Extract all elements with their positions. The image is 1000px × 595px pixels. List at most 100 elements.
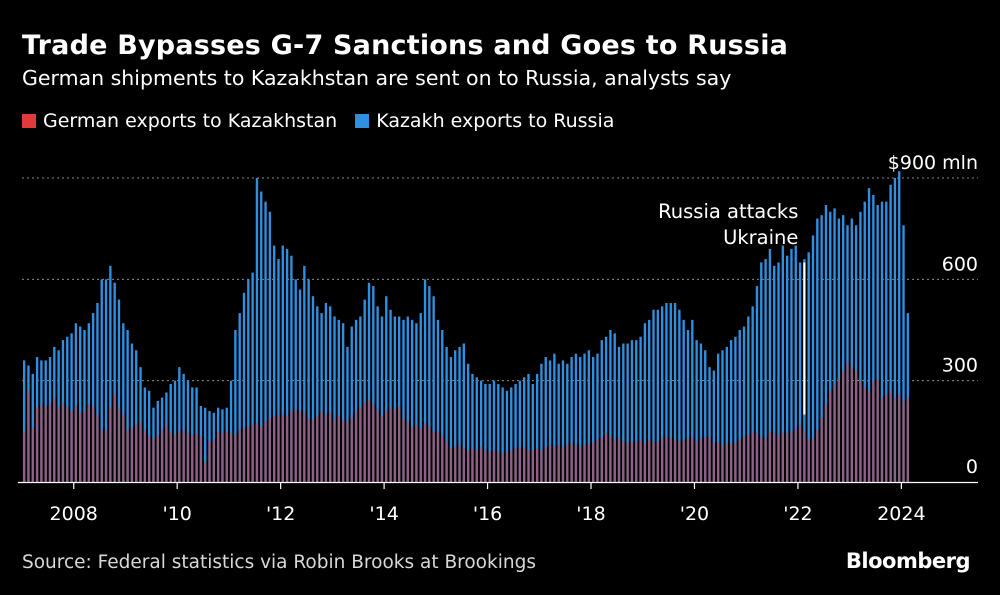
bar-kazakh xyxy=(255,178,259,482)
y-tick-label: $900 mln xyxy=(888,152,978,174)
bar-german xyxy=(846,362,849,482)
bar-kazakh xyxy=(423,279,427,482)
x-tick-label: '18 xyxy=(576,503,605,525)
bar-kazakh xyxy=(130,343,134,482)
bar-kazakh xyxy=(742,326,746,482)
bar-german xyxy=(87,404,90,482)
bar-german xyxy=(708,436,711,482)
bar-german xyxy=(247,426,250,482)
bar-german xyxy=(579,446,582,482)
bar-german xyxy=(458,444,461,482)
bar-german xyxy=(781,431,785,482)
bar-kazakh xyxy=(471,373,474,482)
bar-german xyxy=(100,429,103,482)
bar-kazakh xyxy=(527,373,530,482)
bar-kazakh xyxy=(842,215,845,482)
bar-german xyxy=(441,434,444,482)
bar-kazakh xyxy=(902,225,905,483)
bar-kazakh xyxy=(324,302,328,482)
bar-german xyxy=(566,444,569,482)
bar-german xyxy=(303,412,306,482)
bar-german xyxy=(367,399,371,482)
bar-german xyxy=(393,409,397,482)
bar-german xyxy=(290,411,293,482)
bar-german xyxy=(229,433,233,482)
y-tick-label: 600 xyxy=(942,253,978,275)
bar-german xyxy=(221,433,224,482)
bar-german xyxy=(716,441,720,482)
bar-german xyxy=(104,429,108,482)
bar-kazakh xyxy=(609,330,612,482)
bar-german xyxy=(35,407,39,482)
bar-kazakh xyxy=(510,387,513,482)
bar-kazakh xyxy=(729,340,733,482)
bar-german xyxy=(777,434,780,482)
bar-kazakh xyxy=(535,373,539,482)
bar-german xyxy=(906,397,910,482)
bar-german xyxy=(147,436,151,482)
bar-german xyxy=(225,431,228,482)
bar-kazakh xyxy=(837,218,841,482)
bar-german xyxy=(479,446,483,482)
bar-german xyxy=(583,444,586,482)
bar-german xyxy=(669,438,672,482)
bar-german xyxy=(251,424,254,482)
bar-german xyxy=(773,433,776,482)
bar-kazakh xyxy=(673,302,677,482)
bar-german xyxy=(83,411,86,482)
bar-kazakh xyxy=(807,252,810,482)
bar-kazakh xyxy=(479,380,483,482)
bar-german xyxy=(609,434,612,482)
bar-german xyxy=(372,404,375,482)
bar-kazakh xyxy=(475,377,478,482)
bar-german xyxy=(471,448,474,482)
bar-kazakh xyxy=(402,319,405,482)
bar-kazakh xyxy=(691,319,694,482)
bar-kazakh xyxy=(738,330,741,482)
bar-german xyxy=(712,443,716,482)
bar-german xyxy=(307,417,310,482)
bar-german xyxy=(505,451,509,482)
bar-german xyxy=(587,443,591,482)
bar-kazakh xyxy=(83,330,86,482)
bar-german xyxy=(316,416,319,482)
legend-item-german: German exports to Kazakhstan xyxy=(22,110,337,132)
bar-german xyxy=(889,390,892,482)
bar-kazakh xyxy=(186,380,190,482)
bar-kazakh xyxy=(699,343,703,482)
bar-kazakh xyxy=(303,265,306,482)
bar-kazakh xyxy=(760,262,763,482)
bar-german xyxy=(734,443,737,482)
bar-german xyxy=(466,449,470,482)
bar-german xyxy=(833,385,836,482)
bar-german xyxy=(242,427,246,482)
bar-kazakh xyxy=(630,340,634,482)
bar-kazakh xyxy=(122,323,125,482)
bar-german xyxy=(876,378,879,482)
bar-german xyxy=(74,406,78,482)
bar-german xyxy=(329,412,332,482)
bar-german xyxy=(410,426,414,482)
bar-german xyxy=(264,421,267,482)
bar-kazakh xyxy=(781,245,785,482)
bar-german xyxy=(432,431,435,482)
bar-kazakh xyxy=(204,407,207,482)
bar-kazakh xyxy=(660,306,664,482)
bar-kazakh xyxy=(643,323,647,482)
bar-kazakh xyxy=(626,343,629,482)
bar-german xyxy=(96,414,99,482)
bar-kazakh xyxy=(893,178,897,482)
x-tick-label: 2024 xyxy=(877,503,925,525)
bar-german xyxy=(704,436,707,482)
bar-kazakh xyxy=(790,248,793,482)
bar-german xyxy=(617,438,621,482)
bar-kazakh xyxy=(566,363,569,482)
bar-kazakh xyxy=(514,384,517,482)
x-tick-label: '16 xyxy=(473,503,502,525)
bar-kazakh xyxy=(656,309,660,482)
bar-kazakh xyxy=(419,313,422,482)
bar-german xyxy=(798,424,802,482)
bar-german xyxy=(484,449,487,482)
bar-german xyxy=(419,427,422,482)
bar-kazakh xyxy=(622,343,625,482)
